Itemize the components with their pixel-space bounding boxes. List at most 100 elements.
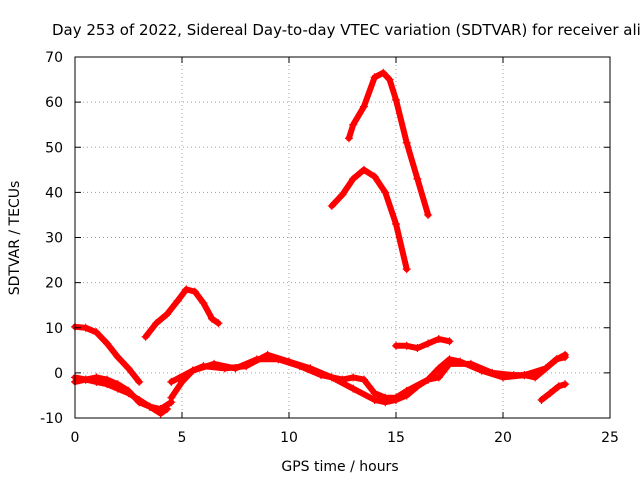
x-tick-label: 0 bbox=[71, 430, 80, 446]
data-point bbox=[92, 377, 101, 386]
data-point bbox=[402, 265, 411, 274]
data-point bbox=[295, 362, 304, 371]
data-point bbox=[413, 344, 422, 353]
data-point bbox=[327, 201, 336, 210]
series-group bbox=[71, 68, 570, 418]
data-point bbox=[124, 389, 133, 398]
series-s8 bbox=[537, 380, 570, 404]
series-s5 bbox=[167, 350, 570, 407]
data-point bbox=[381, 393, 390, 402]
data-point bbox=[349, 174, 358, 183]
data-point bbox=[541, 364, 550, 373]
data-point bbox=[214, 319, 223, 328]
series-s1 bbox=[71, 322, 144, 386]
data-point bbox=[359, 375, 368, 384]
chart-title: Day 253 of 2022, Sidereal Day-to-day VTE… bbox=[52, 21, 640, 39]
data-point bbox=[182, 285, 191, 294]
data-point bbox=[135, 377, 144, 386]
series-line-s10 bbox=[345, 69, 432, 218]
data-point bbox=[113, 384, 122, 393]
data-point bbox=[188, 366, 197, 375]
data-point bbox=[141, 332, 150, 341]
data-point bbox=[152, 319, 161, 328]
x-tick-label: 10 bbox=[280, 430, 298, 446]
data-point bbox=[190, 287, 199, 296]
data-point bbox=[381, 188, 390, 197]
data-point bbox=[537, 395, 546, 404]
data-point bbox=[199, 298, 208, 307]
series-line-s7 bbox=[393, 336, 453, 352]
data-point bbox=[424, 210, 433, 219]
y-tick-label: 60 bbox=[45, 95, 63, 111]
data-point bbox=[349, 120, 358, 129]
x-tick-label: 5 bbox=[178, 430, 187, 446]
series-line-s3 bbox=[72, 374, 170, 417]
data-point bbox=[81, 375, 90, 384]
data-point bbox=[349, 373, 358, 382]
data-point bbox=[156, 409, 165, 418]
data-point bbox=[392, 219, 400, 228]
data-point bbox=[338, 190, 347, 199]
data-point bbox=[402, 341, 411, 350]
data-point bbox=[561, 353, 570, 362]
data-point bbox=[531, 373, 540, 382]
data-point bbox=[370, 172, 379, 181]
data-point bbox=[370, 73, 379, 82]
data-point bbox=[424, 339, 433, 348]
y-tick-label: 50 bbox=[45, 140, 63, 156]
data-point bbox=[402, 386, 411, 395]
data-point bbox=[344, 134, 353, 143]
data-point bbox=[552, 355, 561, 364]
series-s7 bbox=[392, 335, 454, 353]
series-s10 bbox=[344, 68, 433, 219]
data-point bbox=[231, 364, 240, 373]
data-point bbox=[466, 359, 475, 368]
x-axis-ticks: 0 5 10 15 20 25 bbox=[71, 57, 619, 446]
data-point bbox=[370, 395, 379, 404]
y-tick-label: 20 bbox=[45, 276, 63, 292]
data-point bbox=[434, 364, 443, 373]
data-point bbox=[445, 359, 454, 368]
series-line-s9 bbox=[328, 166, 410, 273]
data-point bbox=[488, 368, 497, 377]
series-line-s1 bbox=[72, 323, 143, 385]
data-point bbox=[392, 95, 400, 104]
y-axis-label: SDTVAR / TECUs bbox=[7, 181, 23, 296]
x-tick-label: 25 bbox=[601, 430, 619, 446]
data-point bbox=[359, 102, 368, 111]
data-point bbox=[370, 389, 379, 398]
data-point bbox=[385, 75, 394, 84]
data-point bbox=[252, 355, 261, 364]
series-s3 bbox=[71, 373, 172, 418]
y-tick-label: -10 bbox=[40, 411, 63, 427]
data-point bbox=[103, 339, 112, 348]
data-point bbox=[113, 353, 122, 362]
y-tick-label: 10 bbox=[45, 321, 63, 337]
data-point bbox=[445, 337, 454, 346]
data-point bbox=[338, 375, 347, 384]
series-s9 bbox=[327, 165, 411, 274]
data-point bbox=[163, 404, 172, 413]
data-point bbox=[434, 335, 443, 344]
y-axis-ticks: -10 0 10 20 30 40 50 60 70 bbox=[40, 50, 610, 427]
data-point bbox=[145, 402, 154, 411]
x-axis-label: GPS time / hours bbox=[281, 459, 398, 475]
data-point bbox=[546, 389, 555, 398]
data-point bbox=[434, 373, 443, 382]
data-point bbox=[163, 310, 172, 319]
data-point bbox=[317, 371, 326, 380]
x-tick-label: 20 bbox=[494, 430, 512, 446]
x-tick-label: 15 bbox=[387, 430, 405, 446]
series-line-s5 bbox=[168, 351, 569, 406]
data-point bbox=[167, 377, 176, 386]
data-point bbox=[392, 341, 400, 350]
series-s4 bbox=[141, 285, 223, 341]
data-point bbox=[349, 384, 358, 393]
data-point bbox=[424, 375, 433, 384]
data-point bbox=[207, 314, 216, 323]
data-point bbox=[81, 323, 90, 332]
series-line-s8 bbox=[538, 381, 569, 403]
y-tick-label: 40 bbox=[45, 185, 63, 201]
y-tick-label: 0 bbox=[54, 366, 63, 382]
